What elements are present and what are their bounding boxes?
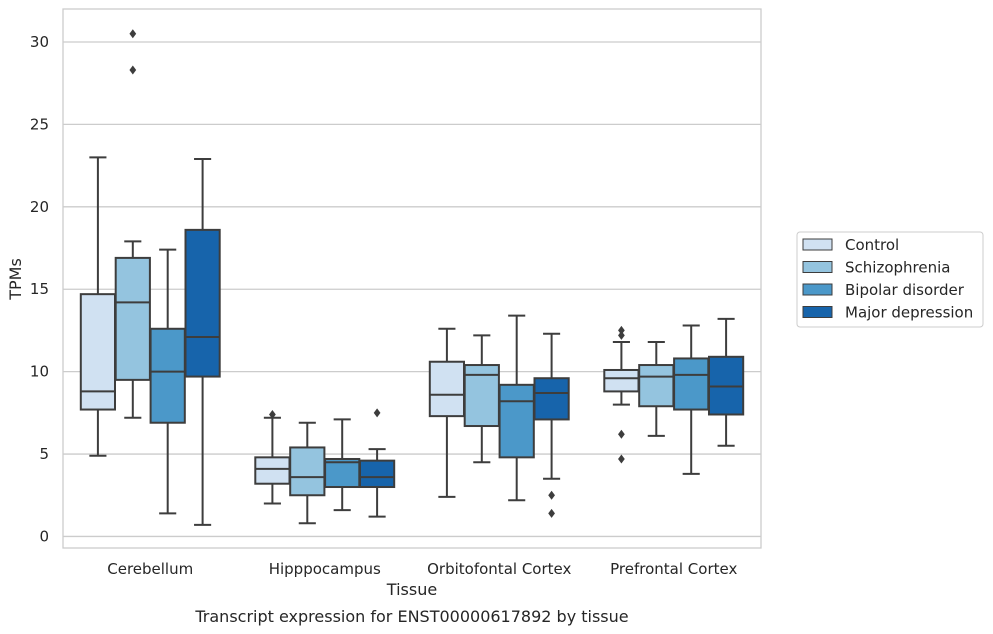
- box-2-2: [498, 314, 535, 502]
- box-0-0: [79, 156, 117, 457]
- y-tick-label: 10: [30, 363, 49, 381]
- box-1-1: [289, 421, 326, 525]
- y-tick-label: 20: [30, 198, 49, 216]
- legend-label: Control: [845, 236, 899, 254]
- box-3-0: [603, 325, 640, 464]
- box-2-1: [463, 334, 500, 464]
- box-0-1: [114, 29, 151, 419]
- x-tick-label: Cerebellum: [107, 560, 193, 578]
- box-iqr: [533, 377, 570, 421]
- outlier-point: [129, 65, 137, 75]
- y-tick-label: 25: [30, 115, 49, 133]
- outlier-point: [269, 409, 276, 419]
- box-iqr: [289, 446, 326, 497]
- box-0-3: [184, 157, 221, 526]
- box-iqr: [324, 457, 361, 489]
- box-1-3: [358, 408, 396, 518]
- outlier-point: [548, 508, 555, 518]
- box-3-3: [707, 317, 745, 447]
- x-axis-label: Tissue: [386, 580, 437, 599]
- box-iqr: [358, 459, 396, 489]
- outlier-point: [373, 408, 381, 418]
- legend: Control Schizophrenia Bipolar disorder Majo…: [796, 231, 984, 328]
- box-iqr: [673, 357, 710, 411]
- box-groups: [79, 29, 745, 526]
- box-iqr: [498, 383, 535, 459]
- y-tick-label: 0: [39, 527, 49, 545]
- outlier-point: [548, 490, 555, 500]
- y-tick-label: 30: [30, 33, 49, 51]
- box-iqr: [79, 293, 117, 411]
- box-1-2: [324, 418, 361, 512]
- outlier-point: [618, 429, 625, 439]
- legend-label: Bipolar disorder: [845, 281, 965, 299]
- outlier-point: [618, 325, 625, 335]
- box-iqr: [184, 228, 221, 378]
- x-tick-label: Prefrontal Cortex: [610, 560, 737, 578]
- box-iqr: [114, 256, 151, 381]
- outlier-point: [129, 29, 137, 39]
- x-tick-label: Hipppocampus: [269, 560, 381, 578]
- outlier-point: [618, 454, 625, 464]
- box-3-2: [673, 324, 710, 475]
- box-iqr: [638, 364, 675, 408]
- y-axis-label: TPMs: [6, 258, 25, 301]
- x-tick-labels: Cerebellum Hipppocampus Orbitofontal Corte…: [107, 560, 737, 578]
- box-0-2: [149, 248, 186, 515]
- y-tick-label: 15: [30, 280, 49, 298]
- box-iqr: [254, 456, 291, 485]
- legend-label: Schizophrenia: [845, 259, 950, 277]
- box-3-1: [638, 340, 675, 437]
- plot-frame: [62, 8, 762, 549]
- legend-swatch: [802, 261, 833, 273]
- legend-swatch: [802, 283, 833, 296]
- legend-swatch: [802, 306, 833, 318]
- chart-caption: Transcript expression for ENST0000061789…: [194, 607, 628, 626]
- legend-label: Major depression: [845, 304, 973, 322]
- outlier-point: [618, 330, 625, 340]
- legend-frame: [796, 231, 984, 328]
- box-2-0: [428, 327, 466, 498]
- legend-swatch: [802, 238, 833, 251]
- box-1-0: [254, 409, 291, 505]
- box-iqr: [428, 360, 466, 418]
- box-iqr: [603, 368, 640, 393]
- x-tick-label: Orbitofontal Cortex: [427, 560, 571, 578]
- y-tick-labels: 0 5 10 15 20 25 30: [30, 33, 49, 545]
- y-tick-label: 5: [39, 445, 49, 463]
- box-iqr: [149, 327, 186, 424]
- box-2-3: [533, 332, 570, 518]
